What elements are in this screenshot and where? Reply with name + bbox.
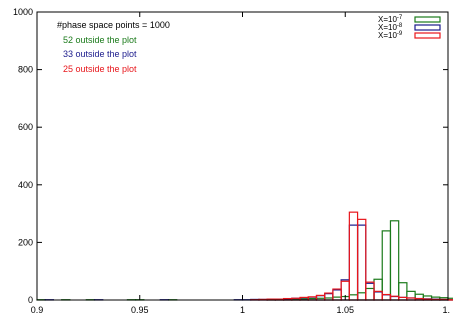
x-tick-label: 0.9 xyxy=(31,305,44,315)
annotation-points-count: #phase space points = 1000 xyxy=(57,20,170,30)
legend-label: X=10-7 xyxy=(378,15,403,24)
legend-swatch xyxy=(414,32,441,39)
annotation-outside-red: 25 outside the plot xyxy=(63,64,137,74)
annotation-outside-blue: 33 outside the plot xyxy=(63,49,137,59)
legend-item-1: X=10-8 xyxy=(378,23,441,32)
y-tick-label: 200 xyxy=(18,237,33,247)
y-tick-label: 400 xyxy=(18,180,33,190)
y-tick-label: 0 xyxy=(28,295,33,305)
axis-ticks: 0 200 400 600 800 1000 0.9 0.95 1 1.05 1. xyxy=(13,7,450,315)
x-tick-label: 1 xyxy=(240,305,245,315)
legend-label: X=10-9 xyxy=(378,31,403,40)
annotations: #phase space points = 1000 52 outside th… xyxy=(57,20,170,74)
legend-exponent: -8 xyxy=(397,23,403,29)
legend: X=10-7X=10-8X=10-9 xyxy=(378,15,441,40)
legend-swatch xyxy=(414,16,441,23)
annotation-outside-green: 52 outside the plot xyxy=(63,35,137,45)
legend-exponent: -9 xyxy=(397,31,403,37)
legend-label: X=10-8 xyxy=(378,23,403,32)
legend-item-2: X=10-9 xyxy=(378,31,441,40)
legend-exponent: -7 xyxy=(397,15,403,21)
legend-swatch xyxy=(414,24,441,31)
x-tick-label: 1.05 xyxy=(336,305,354,315)
y-tick-label: 600 xyxy=(18,122,33,132)
x-tick-label: 1. xyxy=(442,305,450,315)
legend-item-0: X=10-7 xyxy=(378,15,441,24)
y-tick-label: 800 xyxy=(18,65,33,75)
y-tick-label: 1000 xyxy=(13,7,33,17)
x-tick-label: 0.95 xyxy=(131,305,149,315)
